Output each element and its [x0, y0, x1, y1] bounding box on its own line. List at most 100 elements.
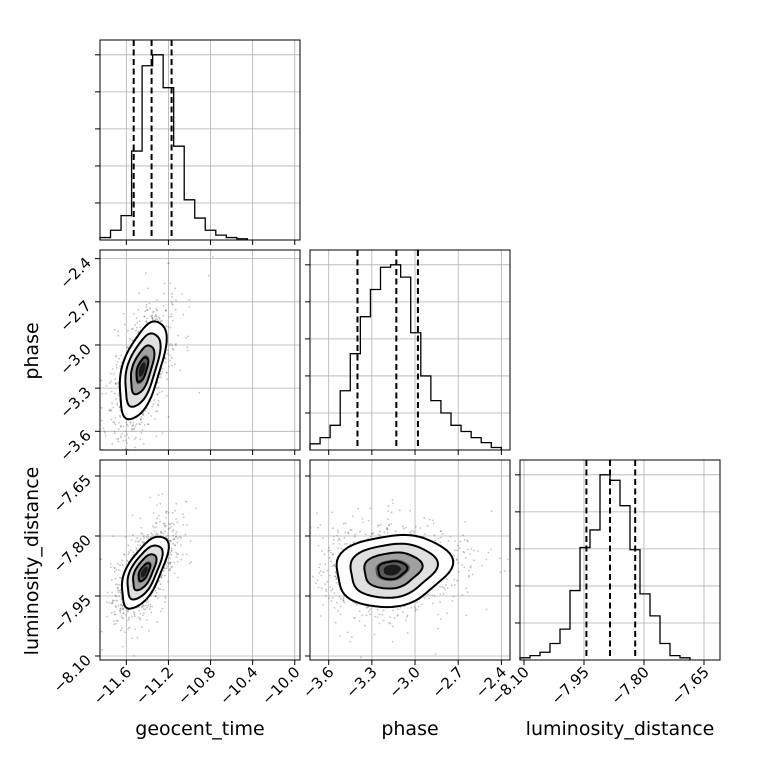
scatter-point [127, 329, 129, 332]
scatter-point [326, 580, 329, 583]
scatter-point [402, 527, 405, 530]
scatter-point [458, 547, 461, 550]
scatter-point [98, 401, 100, 403]
scatter-point [170, 566, 173, 569]
scatter-point [153, 530, 156, 533]
scatter-point [114, 417, 117, 419]
scatter-point [159, 502, 162, 505]
scatter-point [335, 578, 338, 581]
contour-line [124, 332, 162, 408]
scatter-point [354, 617, 356, 620]
scatter-point [156, 309, 158, 312]
scatter-point [167, 326, 170, 328]
scatter-point [499, 571, 502, 574]
scatter-point [446, 612, 448, 615]
scatter-point [159, 373, 162, 376]
scatter-point [130, 328, 133, 331]
scatter-point [119, 612, 122, 614]
scatter-point [457, 544, 459, 547]
scatter-point [456, 579, 459, 582]
scatter-point [432, 519, 435, 522]
scatter-point [110, 380, 112, 383]
scatter-point [132, 339, 134, 341]
scatter-point [453, 554, 456, 557]
scatter-point [414, 525, 417, 528]
scatter-point [330, 599, 333, 602]
scatter-point [338, 543, 341, 545]
scatter-point [345, 542, 348, 545]
scatter-point [337, 547, 339, 550]
scatter-point [330, 560, 332, 563]
scatter-point [121, 617, 124, 619]
scatter-point [114, 594, 117, 597]
scatter-point [112, 623, 115, 626]
scatter-point [131, 637, 134, 640]
scatter-point [119, 603, 122, 606]
scatter-point [119, 608, 122, 610]
scatter-point [385, 526, 388, 529]
scatter-point [157, 400, 160, 402]
scatter-point [122, 608, 125, 610]
scatter-point [155, 591, 158, 594]
scatter-point [100, 379, 103, 382]
scatter-point [180, 536, 183, 539]
scatter-point [317, 544, 320, 547]
scatter-point [127, 619, 129, 622]
scatter-point [151, 605, 154, 608]
scatter-point [159, 320, 162, 323]
scatter-point [111, 442, 114, 445]
scatter-point [137, 541, 139, 543]
scatter-point [114, 605, 117, 607]
scatter-point [461, 564, 464, 566]
scatter-point [117, 383, 119, 385]
scatter-point [119, 452, 121, 454]
scatter-point [417, 605, 420, 608]
scatter-point [332, 539, 335, 541]
ytick-label-luminosity-distance: −8.10 [50, 651, 95, 696]
scatter-point [166, 378, 169, 381]
xtick-label-phase: −3.6 [299, 663, 337, 701]
scatter-point [369, 608, 372, 611]
scatter-point [340, 547, 343, 550]
scatter-point [344, 522, 347, 525]
scatter-point [169, 539, 172, 542]
scatter-point [140, 418, 142, 421]
scatter-point [127, 424, 129, 427]
scatter-point [177, 537, 179, 540]
scatter-point [114, 613, 117, 616]
scatter-point [111, 402, 113, 405]
scatter-point [161, 493, 164, 495]
scatter-point [167, 528, 170, 530]
scatter-point [416, 608, 419, 611]
scatter-point [127, 665, 129, 667]
scatter-point [331, 597, 334, 599]
scatter-point [165, 510, 168, 513]
scatter-point [131, 429, 134, 431]
scatter-point [161, 607, 164, 610]
scatter-point [453, 549, 456, 551]
scatter-point [383, 531, 386, 534]
scatter-point [156, 517, 158, 520]
scatter-point [120, 604, 123, 606]
panel-frame [99, 39, 301, 241]
scatter-point [416, 601, 419, 604]
scatter-point [133, 438, 136, 440]
scatter-point [150, 611, 153, 614]
scatter-point [113, 620, 115, 623]
scatter-phase-vs-luminosity-distance: −3.6 −3.3 −3.0 −2.7 −2.4 [299, 459, 511, 702]
scatter-point [176, 553, 178, 555]
scatter-point [184, 500, 187, 503]
scatter-point [148, 302, 151, 305]
scatter-point [426, 593, 429, 596]
scatter-point [462, 550, 465, 553]
scatter-point [390, 511, 393, 514]
scatter-point [166, 534, 169, 537]
scatter-point [164, 309, 167, 312]
scatter-point [167, 262, 170, 265]
scatter-point [166, 561, 169, 564]
scatter-point [162, 522, 165, 525]
scatter-point [428, 518, 431, 521]
scatter-point [107, 601, 110, 604]
scatter-point [342, 598, 345, 600]
scatter-point [127, 610, 129, 612]
